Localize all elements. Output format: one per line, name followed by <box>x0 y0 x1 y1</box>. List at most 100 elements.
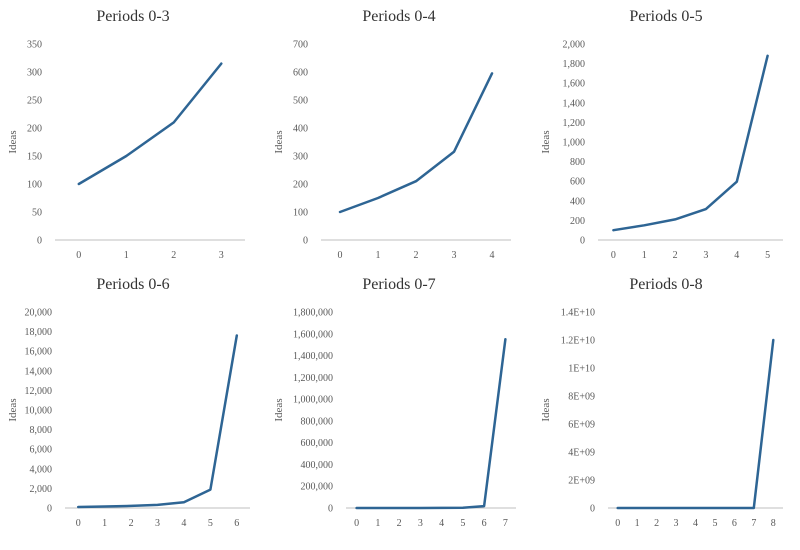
x-tick-label: 5 <box>765 250 770 261</box>
y-tick-label: 1,200,000 <box>293 373 333 384</box>
chart-panel-periods-0-5: Periods 0-5 0 200 400 600 800 1,000 1,200 1,400… <box>533 0 799 275</box>
y-tick-label: 1,800 <box>563 59 586 70</box>
data-point <box>419 507 421 509</box>
data-point <box>705 208 707 210</box>
data-point <box>772 339 774 341</box>
y-tick-label: 200,000 <box>301 482 334 493</box>
y-tick-label: 600 <box>293 68 308 79</box>
data-point <box>675 507 677 509</box>
y-tick-label: 4E+09 <box>568 448 595 459</box>
y-tick-label: 400 <box>293 124 308 135</box>
y-tick-label: 600 <box>570 177 585 188</box>
x-tick-label: 3 <box>452 250 457 261</box>
data-point <box>736 181 738 183</box>
x-tick-label: 0 <box>338 250 343 261</box>
x-tick-label: 1 <box>124 250 129 261</box>
data-point <box>220 63 222 65</box>
y-axis-label: Ideas <box>540 130 552 153</box>
y-axis-label: Ideas <box>7 130 19 153</box>
y-tick-label: 400,000 <box>301 460 334 471</box>
y-tick-label: 4,000 <box>30 464 53 475</box>
data-point <box>753 507 755 509</box>
y-tick-label: 0 <box>37 236 42 247</box>
x-tick-label: 6 <box>234 518 239 529</box>
y-tick-label: 12,000 <box>25 386 53 397</box>
y-tick-label: 200 <box>570 216 585 227</box>
data-point <box>130 505 132 507</box>
y-tick-label: 0 <box>580 236 585 247</box>
data-point <box>504 338 506 340</box>
x-tick-label: 3 <box>674 518 679 529</box>
x-tick-label: 3 <box>703 250 708 261</box>
data-point <box>733 507 735 509</box>
y-tick-label: 150 <box>27 152 42 163</box>
y-tick-label: 1E+10 <box>568 364 595 375</box>
data-point <box>453 151 455 153</box>
y-tick-label: 1.4E+10 <box>561 308 595 319</box>
y-tick-label: 0 <box>303 236 308 247</box>
chart-title: Periods 0-7 <box>362 276 436 293</box>
data-point <box>78 183 80 185</box>
y-tick-label: 2E+09 <box>568 476 595 487</box>
x-tick-label: 5 <box>208 518 213 529</box>
y-tick-label: 500 <box>293 96 308 107</box>
x-tick-label: 0 <box>354 518 359 529</box>
x-tick-label: 4 <box>439 518 444 529</box>
data-point <box>77 506 79 508</box>
x-tick-label: 3 <box>155 518 160 529</box>
data-point <box>398 507 400 509</box>
x-tick-label: 1 <box>375 518 380 529</box>
y-tick-label: 20,000 <box>25 308 53 319</box>
chart-plot: 0 2E+09 4E+09 6E+09 8E+09 1E+10 1.2E+10 1.4E+10… <box>540 308 783 529</box>
data-point <box>236 335 238 337</box>
data-point <box>104 506 106 508</box>
x-tick-label: 0 <box>76 250 81 261</box>
data-point <box>441 507 443 509</box>
data-point <box>339 211 341 213</box>
data-point <box>377 197 379 199</box>
x-tick-label: 0 <box>611 250 616 261</box>
data-point <box>462 507 464 509</box>
y-tick-label: 1,000,000 <box>293 395 333 406</box>
y-axis-label: Ideas <box>273 130 285 153</box>
data-point <box>617 507 619 509</box>
y-tick-label: 1,600,000 <box>293 329 333 340</box>
chart-panel-periods-0-3: Periods 0-3 0 50 100 150 200 250 300 350 0 1 2 3 Ide… <box>0 0 266 275</box>
y-tick-label: 700 <box>293 40 308 51</box>
chart-plot: 0 200 400 600 800 1,000 1,200 1,400 1,600 1,800 2,… <box>540 40 783 261</box>
y-tick-label: 6,000 <box>30 445 53 456</box>
y-tick-label: 1,600 <box>563 79 586 90</box>
x-tick-label: 4 <box>693 518 698 529</box>
x-tick-label: 7 <box>751 518 756 529</box>
data-point <box>377 507 379 509</box>
y-tick-label: 300 <box>293 152 308 163</box>
y-axis-label: Ideas <box>273 398 285 421</box>
y-tick-label: 6E+09 <box>568 420 595 431</box>
x-tick-label: 6 <box>482 518 487 529</box>
series-line <box>616 338 775 510</box>
y-tick-label: 1.2E+10 <box>561 336 595 347</box>
y-tick-label: 1,000 <box>563 138 586 149</box>
x-tick-label: 3 <box>219 250 224 261</box>
y-tick-label: 800 <box>570 157 585 168</box>
y-tick-label: 800,000 <box>301 416 334 427</box>
x-tick-label: 2 <box>397 518 402 529</box>
data-point <box>674 218 676 220</box>
y-tick-label: 300 <box>27 68 42 79</box>
y-tick-label: 1,400,000 <box>293 351 333 362</box>
chart-panel-periods-0-4: Periods 0-4 0 100 200 300 400 500 600 700 0 1 2 3 4 I… <box>266 0 532 275</box>
x-tick-label: 2 <box>673 250 678 261</box>
data-point <box>173 121 175 123</box>
y-tick-label: 14,000 <box>25 366 53 377</box>
y-tick-label: 50 <box>32 208 42 219</box>
data-point <box>183 501 185 503</box>
data-point <box>643 224 645 226</box>
x-tick-label: 1 <box>642 250 647 261</box>
y-tick-label: 100 <box>27 180 42 191</box>
chart-title: Periods 0-5 <box>629 8 703 25</box>
data-point <box>157 504 159 506</box>
data-point <box>483 505 485 507</box>
y-tick-label: 0 <box>47 504 52 515</box>
data-point <box>491 72 493 74</box>
series-line <box>77 62 223 186</box>
